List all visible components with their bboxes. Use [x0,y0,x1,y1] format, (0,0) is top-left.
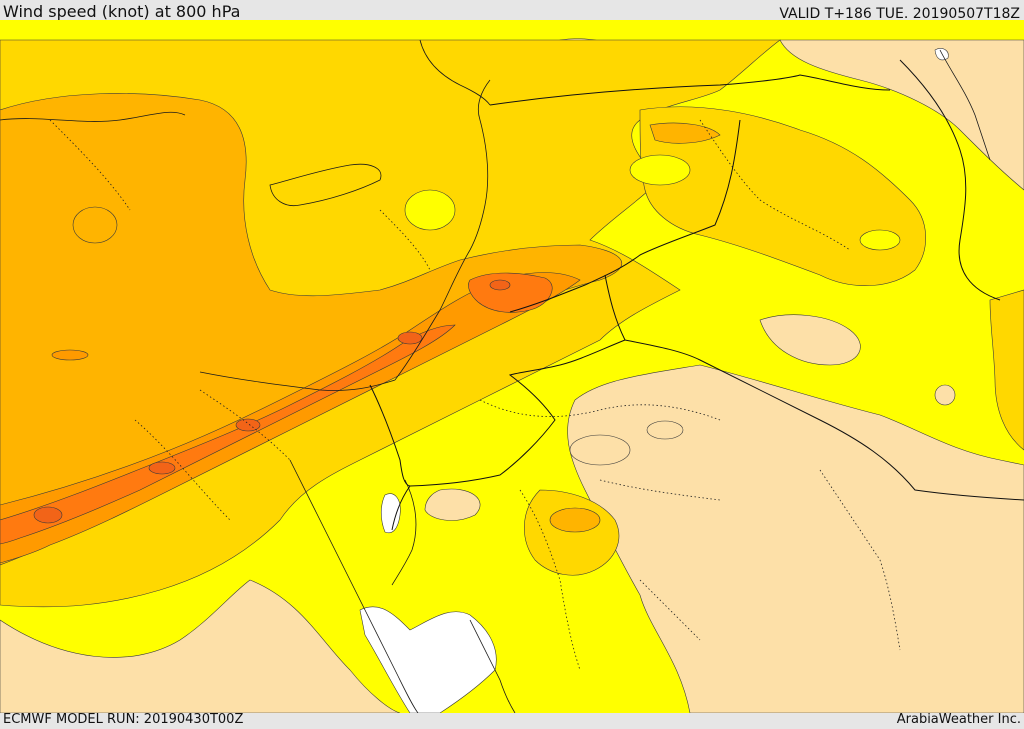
map-canvas [0,20,1024,713]
field-deep-orange-east [468,272,553,313]
country-borders [369,59,1024,531]
model-run: ECMWF MODEL RUN: 20190430T00Z [3,712,244,727]
field-amber-east [649,122,721,144]
credit-label: ArabiaWeather Inc. [896,712,1021,727]
field-gold-south [524,489,620,576]
field-gold-far-east [989,289,1024,451]
field-gold-east [639,106,926,286]
small-contours [51,154,956,533]
field-deep-orange [0,324,456,545]
coastlines [0,39,991,713]
field-orange [0,272,581,564]
valid-time: VALID T+186 TUE. 20190507T18Z [779,6,1020,22]
province-borders [49,119,901,671]
wind-speed-map[interactable] [0,20,1024,713]
map-title: Wind speed (knot) at 800 hPa [3,2,241,21]
field-red-orange [33,279,511,524]
